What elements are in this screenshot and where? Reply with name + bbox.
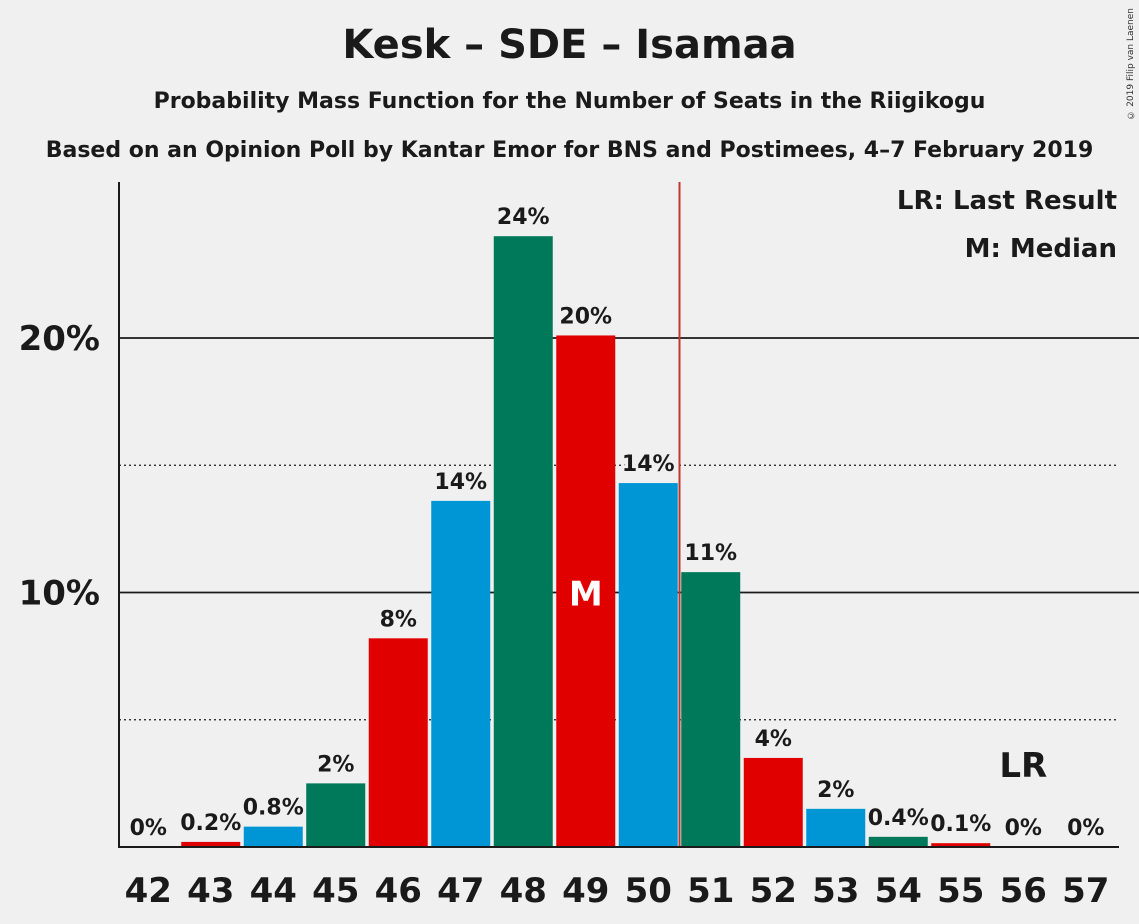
data-label: 0.2% <box>180 811 241 836</box>
x-tick-label: 45 <box>312 871 359 911</box>
bar-seat-44 <box>243 826 303 847</box>
x-tick-label: 46 <box>375 871 422 911</box>
bar-seat-43 <box>181 841 241 847</box>
x-tick-label: 48 <box>500 871 547 911</box>
data-label: 11% <box>684 541 737 566</box>
x-tick-label: 50 <box>625 871 672 911</box>
data-label: 2% <box>817 778 854 803</box>
data-label: 0.4% <box>868 806 929 831</box>
data-label: 0% <box>1005 816 1042 841</box>
x-tick-label: 52 <box>750 871 797 911</box>
data-label: 0.1% <box>930 812 991 837</box>
data-label: 0% <box>1067 816 1104 841</box>
y-tick-label: 10% <box>19 574 100 614</box>
legend-median: M: Median <box>965 234 1117 264</box>
x-tick-label: 53 <box>812 871 859 911</box>
data-label: 20% <box>559 304 612 329</box>
data-label: 24% <box>497 205 550 230</box>
data-label: 2% <box>317 752 354 777</box>
bar-seat-54 <box>868 836 928 847</box>
x-tick-label: 49 <box>562 871 609 911</box>
bar-seat-46 <box>368 638 428 847</box>
x-tick-label: 56 <box>1000 871 1047 911</box>
x-tick-label: 47 <box>437 871 484 911</box>
x-tick-label: 54 <box>875 871 922 911</box>
y-tick-label: 20% <box>19 319 100 359</box>
x-tick-label: 43 <box>187 871 234 911</box>
legend-last-result: LR: Last Result <box>897 186 1117 216</box>
bar-seat-45 <box>306 783 366 847</box>
data-label: 0% <box>130 816 167 841</box>
x-tick-label: 51 <box>687 871 734 911</box>
chart-subtitle: Probability Mass Function for the Number… <box>153 89 986 114</box>
bar-seat-47 <box>431 500 491 847</box>
bar-seat-53 <box>806 808 866 847</box>
chart-source-subtitle: Based on an Opinion Poll by Kantar Emor … <box>45 138 1094 163</box>
data-label: 8% <box>380 607 417 632</box>
median-marker: M <box>569 575 603 615</box>
bar-seat-52 <box>743 757 803 847</box>
data-label: 14% <box>622 452 675 477</box>
x-tick-label: 55 <box>937 871 984 911</box>
data-label: 4% <box>755 727 792 752</box>
bar-seat-55 <box>931 843 991 847</box>
bar-seat-51 <box>681 572 741 847</box>
bar-seat-48 <box>493 236 553 847</box>
x-tick-label: 44 <box>250 871 297 911</box>
chart-title: Kesk – SDE – Isamaa <box>342 22 797 68</box>
x-tick-label: 57 <box>1062 871 1109 911</box>
bar-seat-50 <box>618 483 678 847</box>
bar-seat-49 <box>556 335 616 847</box>
x-tick-label: 42 <box>125 871 172 911</box>
data-label: 0.8% <box>243 796 304 821</box>
data-label: 14% <box>434 470 487 495</box>
last-result-label: LR <box>999 746 1047 786</box>
